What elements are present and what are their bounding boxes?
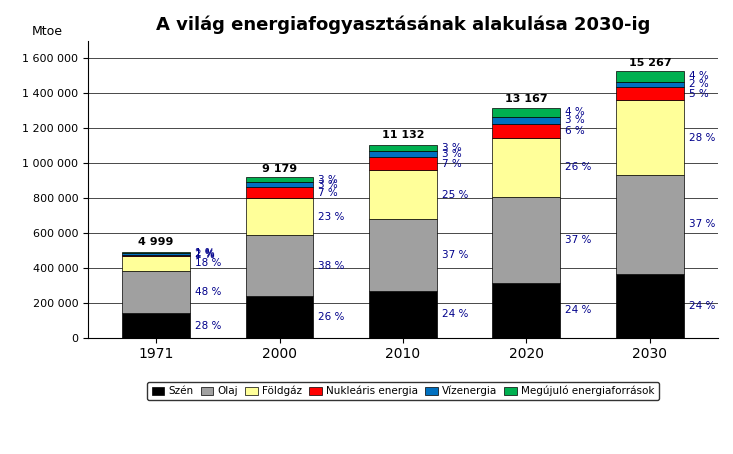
Text: 3 %: 3 % <box>442 149 462 159</box>
Bar <box>122 252 190 253</box>
Text: 38 %: 38 % <box>318 261 345 271</box>
Bar <box>369 170 437 219</box>
Bar <box>122 255 190 256</box>
Legend: Szén, Olaj, Földgáz, Nukleáris energia, Vízenergia, Megújuló energiaforrások: Szén, Olaj, Földgáz, Nukleáris energia, … <box>147 381 659 400</box>
Text: 2 %: 2 % <box>195 249 215 259</box>
Bar <box>616 175 684 274</box>
Text: 11 132: 11 132 <box>382 130 424 140</box>
Bar <box>616 71 684 82</box>
Text: 5 %: 5 % <box>689 89 709 99</box>
Bar <box>246 178 314 182</box>
Text: Mtoe: Mtoe <box>32 25 62 38</box>
Bar <box>122 256 190 271</box>
Text: 37 %: 37 % <box>689 219 715 229</box>
Bar <box>616 100 684 175</box>
Bar <box>493 117 561 123</box>
Text: 1 %: 1 % <box>195 247 215 257</box>
Bar <box>246 296 314 338</box>
Bar <box>493 138 561 197</box>
Text: 26 %: 26 % <box>565 163 592 173</box>
Text: 24 %: 24 % <box>689 301 715 311</box>
Text: 28 %: 28 % <box>195 321 221 331</box>
Text: 25 %: 25 % <box>442 190 468 200</box>
Text: 3 %: 3 % <box>442 143 462 153</box>
Bar <box>493 282 561 338</box>
Text: 2 %: 2 % <box>689 79 709 89</box>
Title: A világ energiafogyasztásának alakulása 2030-ig: A világ energiafogyasztásának alakulása … <box>156 15 650 34</box>
Text: 23 %: 23 % <box>318 212 345 222</box>
Bar <box>246 198 314 235</box>
Bar <box>616 87 684 100</box>
Text: 7 %: 7 % <box>442 158 462 168</box>
Text: 4 %: 4 % <box>689 71 709 81</box>
Bar <box>369 219 437 291</box>
Bar <box>493 108 561 117</box>
Bar <box>616 274 684 338</box>
Text: 7 %: 7 % <box>318 188 338 197</box>
Bar <box>246 235 314 296</box>
Text: 28 %: 28 % <box>689 133 715 143</box>
Bar <box>122 313 190 338</box>
Text: 48 %: 48 % <box>195 287 221 297</box>
Text: 1 %: 1 % <box>195 250 215 260</box>
Bar <box>369 291 437 338</box>
Bar <box>369 145 437 151</box>
Bar <box>493 123 561 138</box>
Text: 6 %: 6 % <box>565 126 585 136</box>
Text: 15 267: 15 267 <box>629 58 671 68</box>
Bar <box>369 157 437 170</box>
Text: 26 %: 26 % <box>318 312 345 322</box>
Bar <box>616 82 684 87</box>
Text: 3 %: 3 % <box>318 179 338 189</box>
Bar <box>246 187 314 198</box>
Text: 18 %: 18 % <box>195 258 221 268</box>
Text: 24 %: 24 % <box>565 305 592 315</box>
Text: 13 167: 13 167 <box>505 94 548 104</box>
Text: 24 %: 24 % <box>442 309 468 319</box>
Text: 37 %: 37 % <box>442 250 468 260</box>
Bar <box>369 151 437 157</box>
Text: 9 179: 9 179 <box>262 164 297 174</box>
Bar <box>122 253 190 255</box>
Text: 4 999: 4 999 <box>139 237 174 247</box>
Text: 37 %: 37 % <box>565 235 592 245</box>
Bar <box>246 182 314 187</box>
Bar <box>122 271 190 313</box>
Text: 4 %: 4 % <box>565 107 585 117</box>
Text: 3 %: 3 % <box>318 175 338 185</box>
Text: 3 %: 3 % <box>565 115 585 125</box>
Bar <box>493 197 561 282</box>
